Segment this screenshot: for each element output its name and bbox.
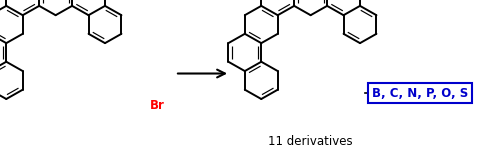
Text: Br: Br — [150, 99, 165, 112]
Text: B, C, N, P, O, S: B, C, N, P, O, S — [372, 87, 468, 100]
Text: 11 derivatives: 11 derivatives — [268, 135, 352, 148]
